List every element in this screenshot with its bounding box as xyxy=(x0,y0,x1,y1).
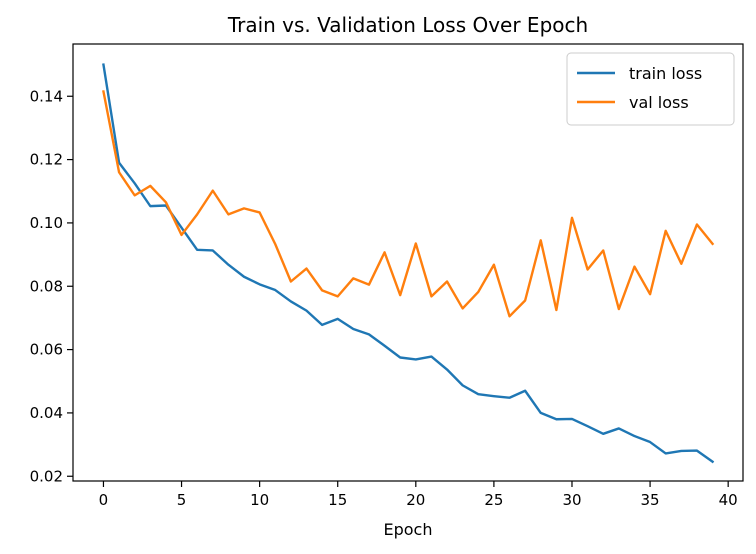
x-tick-label-1: 5 xyxy=(177,491,187,509)
x-axis-label: Epoch xyxy=(384,520,433,539)
x-tick-label-3: 15 xyxy=(328,491,347,509)
y-tick-label-4: 0.10 xyxy=(30,214,63,232)
plot-area xyxy=(72,43,744,482)
series-line-1 xyxy=(102,90,715,318)
chart-title: Train vs. Validation Loss Over Epoch xyxy=(227,13,588,37)
x-tick-label-2: 10 xyxy=(250,491,269,509)
legend-label-1: val loss xyxy=(629,93,689,112)
y-tick-label-2: 0.06 xyxy=(30,341,63,359)
legend: train loss val loss xyxy=(566,52,735,126)
y-axis: 0.02 0.04 0.06 0.08 0.10 0.12 0.14 xyxy=(30,87,73,485)
x-axis: 0 5 10 15 20 25 30 35 40 xyxy=(99,481,738,509)
y-tick-label-5: 0.12 xyxy=(30,151,63,169)
x-tick-label-7: 35 xyxy=(641,491,660,509)
y-tick-label-0: 0.02 xyxy=(30,467,63,485)
y-tick-label-6: 0.14 xyxy=(30,87,63,105)
y-tick-label-3: 0.08 xyxy=(30,277,63,295)
x-tick-label-8: 40 xyxy=(719,491,738,509)
x-tick-label-0: 0 xyxy=(99,491,109,509)
series-line-0 xyxy=(102,63,715,464)
x-tick-label-5: 25 xyxy=(484,491,503,509)
legend-label-0: train loss xyxy=(629,64,702,83)
y-tick-label-1: 0.04 xyxy=(30,404,63,422)
x-tick-label-4: 20 xyxy=(406,491,425,509)
plot-frame xyxy=(72,43,744,482)
x-tick-label-6: 30 xyxy=(562,491,581,509)
legend-box xyxy=(566,52,735,126)
